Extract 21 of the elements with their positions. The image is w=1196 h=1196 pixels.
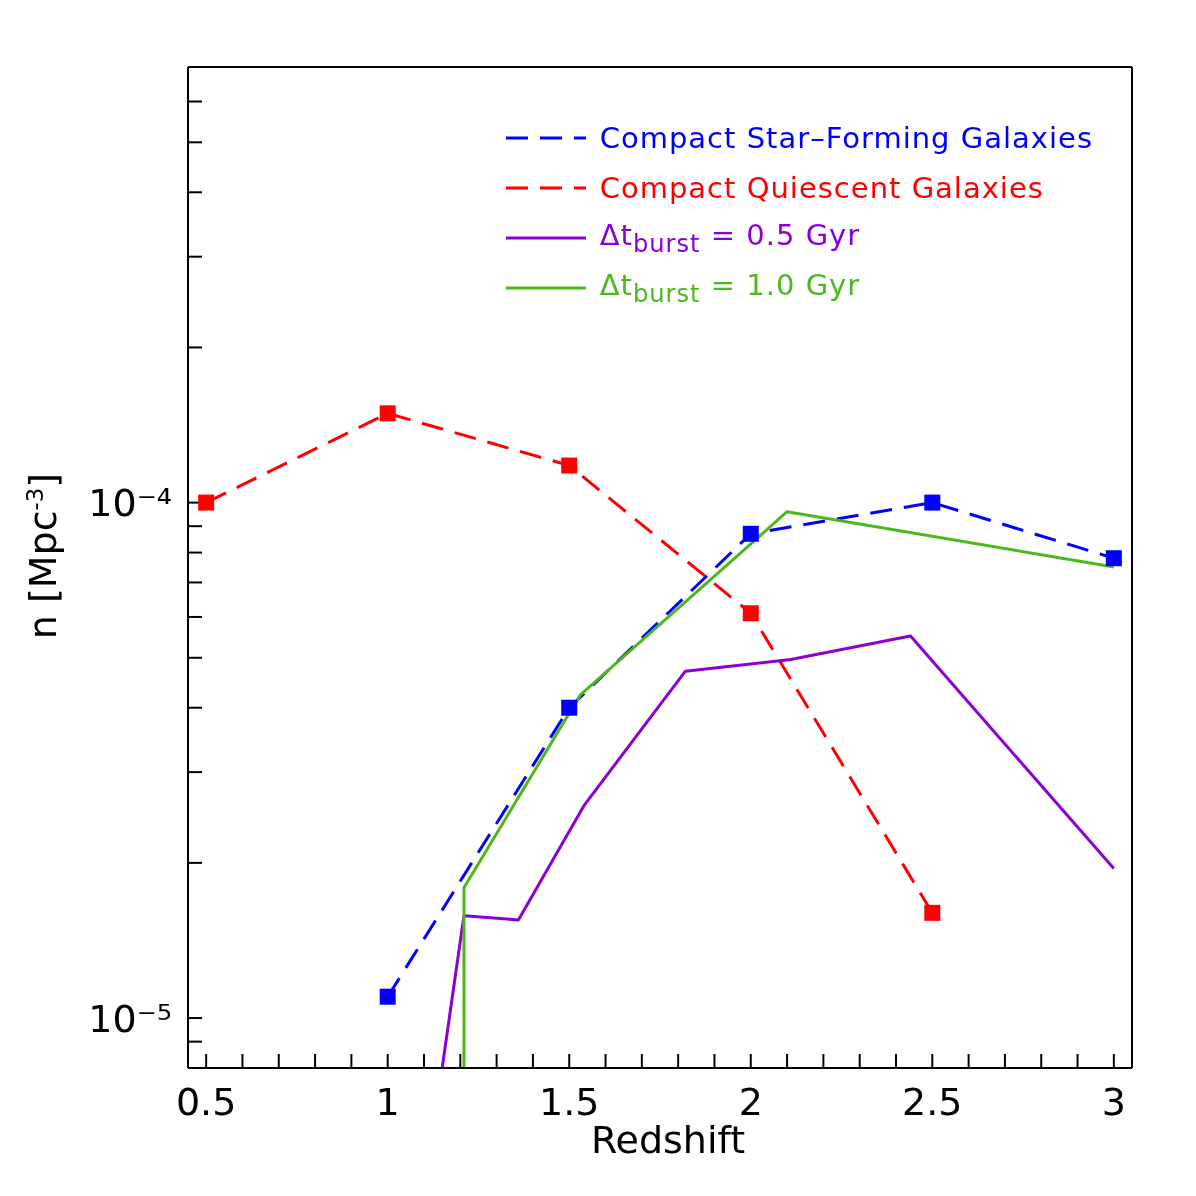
point — [742, 525, 759, 542]
legend-label: Compact Quiescent Galaxies — [599, 171, 1044, 205]
y-tick-label: 10⁻⁵ — [88, 996, 172, 1041]
legend-label: Compact Star–Forming Galaxies — [599, 121, 1093, 155]
point — [924, 494, 941, 511]
point — [742, 605, 759, 622]
x-tick-label: 0.5 — [175, 1079, 237, 1124]
point — [561, 457, 578, 474]
x-tick-label: 2.5 — [902, 1079, 963, 1124]
point — [561, 699, 578, 716]
line-series — [440, 634, 1116, 1068]
x-tick-label: 3 — [1101, 1079, 1126, 1124]
point — [198, 494, 215, 511]
point — [1105, 550, 1122, 567]
point — [379, 988, 396, 1005]
point — [379, 405, 396, 422]
x-tick-label: 1 — [375, 1079, 400, 1124]
legend-label: Δt$_{burst}$ = 0.5 Gyr — [599, 218, 861, 258]
legend-label: Δt$_{burst}$ = 1.0 Gyr — [599, 268, 861, 308]
point — [924, 904, 941, 921]
y-tick-label: 10⁻⁴ — [88, 481, 172, 526]
